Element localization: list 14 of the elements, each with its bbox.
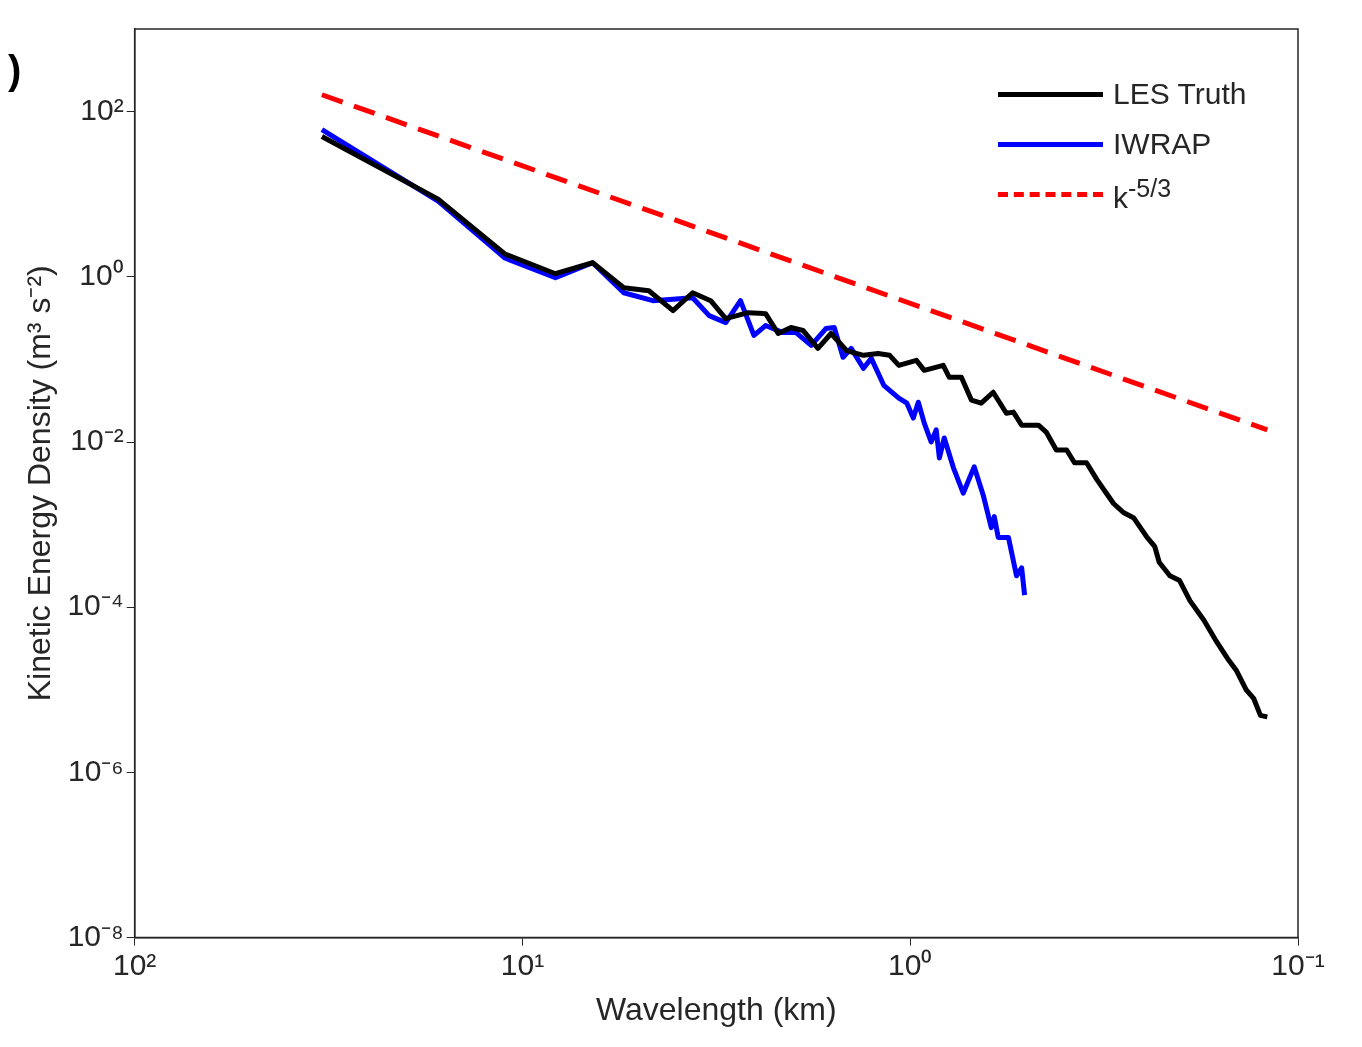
x-tick-label: 10¹ bbox=[500, 947, 545, 981]
y-tick-label: 10⁻⁴ bbox=[67, 588, 124, 622]
legend-label: LES Truth bbox=[1113, 77, 1247, 111]
x-tick-label: 10⁻¹ bbox=[1271, 947, 1325, 981]
y-tick-label: 10⁻² bbox=[70, 423, 124, 457]
y-tick-label: 10⁻⁶ bbox=[67, 753, 124, 787]
y-tick-label: 10⁰ bbox=[79, 258, 124, 292]
y-axis-title: Kinetic Energy Density (m³ s⁻²) bbox=[21, 265, 58, 702]
text: ) bbox=[8, 48, 22, 93]
x-tick-label: 10⁰ bbox=[888, 947, 933, 981]
x-axis-title: Wavelength (km) bbox=[596, 990, 837, 1027]
y-tick-label: 10² bbox=[80, 92, 124, 126]
legend-label: IWRAP bbox=[1113, 127, 1212, 161]
legend-label: k$^{-5/3}$ bbox=[1113, 173, 1172, 215]
